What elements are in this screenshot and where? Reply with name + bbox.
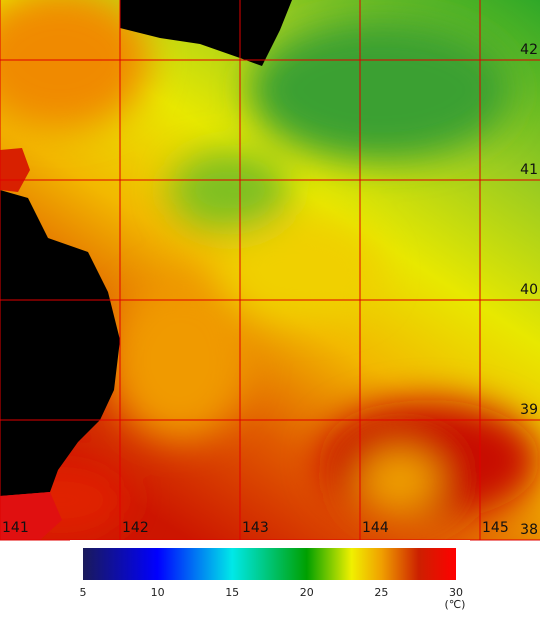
latitude-label: 40 xyxy=(520,282,538,298)
latitude-label: 39 xyxy=(520,402,538,418)
longitude-label: 142 xyxy=(122,520,149,536)
latitude-label: 38 xyxy=(520,522,538,538)
longitude-label: 141 xyxy=(2,520,29,536)
colorbar-tick-label: 20 xyxy=(300,586,314,599)
colorbar-tick-label: 30 xyxy=(449,586,463,599)
colorbar-tick-label: 25 xyxy=(374,586,388,599)
latitude-label: 42 xyxy=(520,42,538,58)
longitude-label: 145 xyxy=(482,520,509,536)
colorbar xyxy=(83,548,456,580)
colorbar-tick-label: 5 xyxy=(80,586,87,599)
longitude-label: 143 xyxy=(242,520,269,536)
latitude-label: 41 xyxy=(520,162,538,178)
longitude-label: 144 xyxy=(362,520,389,536)
sst-image xyxy=(0,0,540,540)
colorbar-tick-label: 15 xyxy=(225,586,239,599)
colorbar-unit: (℃) xyxy=(445,598,466,611)
colorbar-tick-label: 10 xyxy=(151,586,165,599)
